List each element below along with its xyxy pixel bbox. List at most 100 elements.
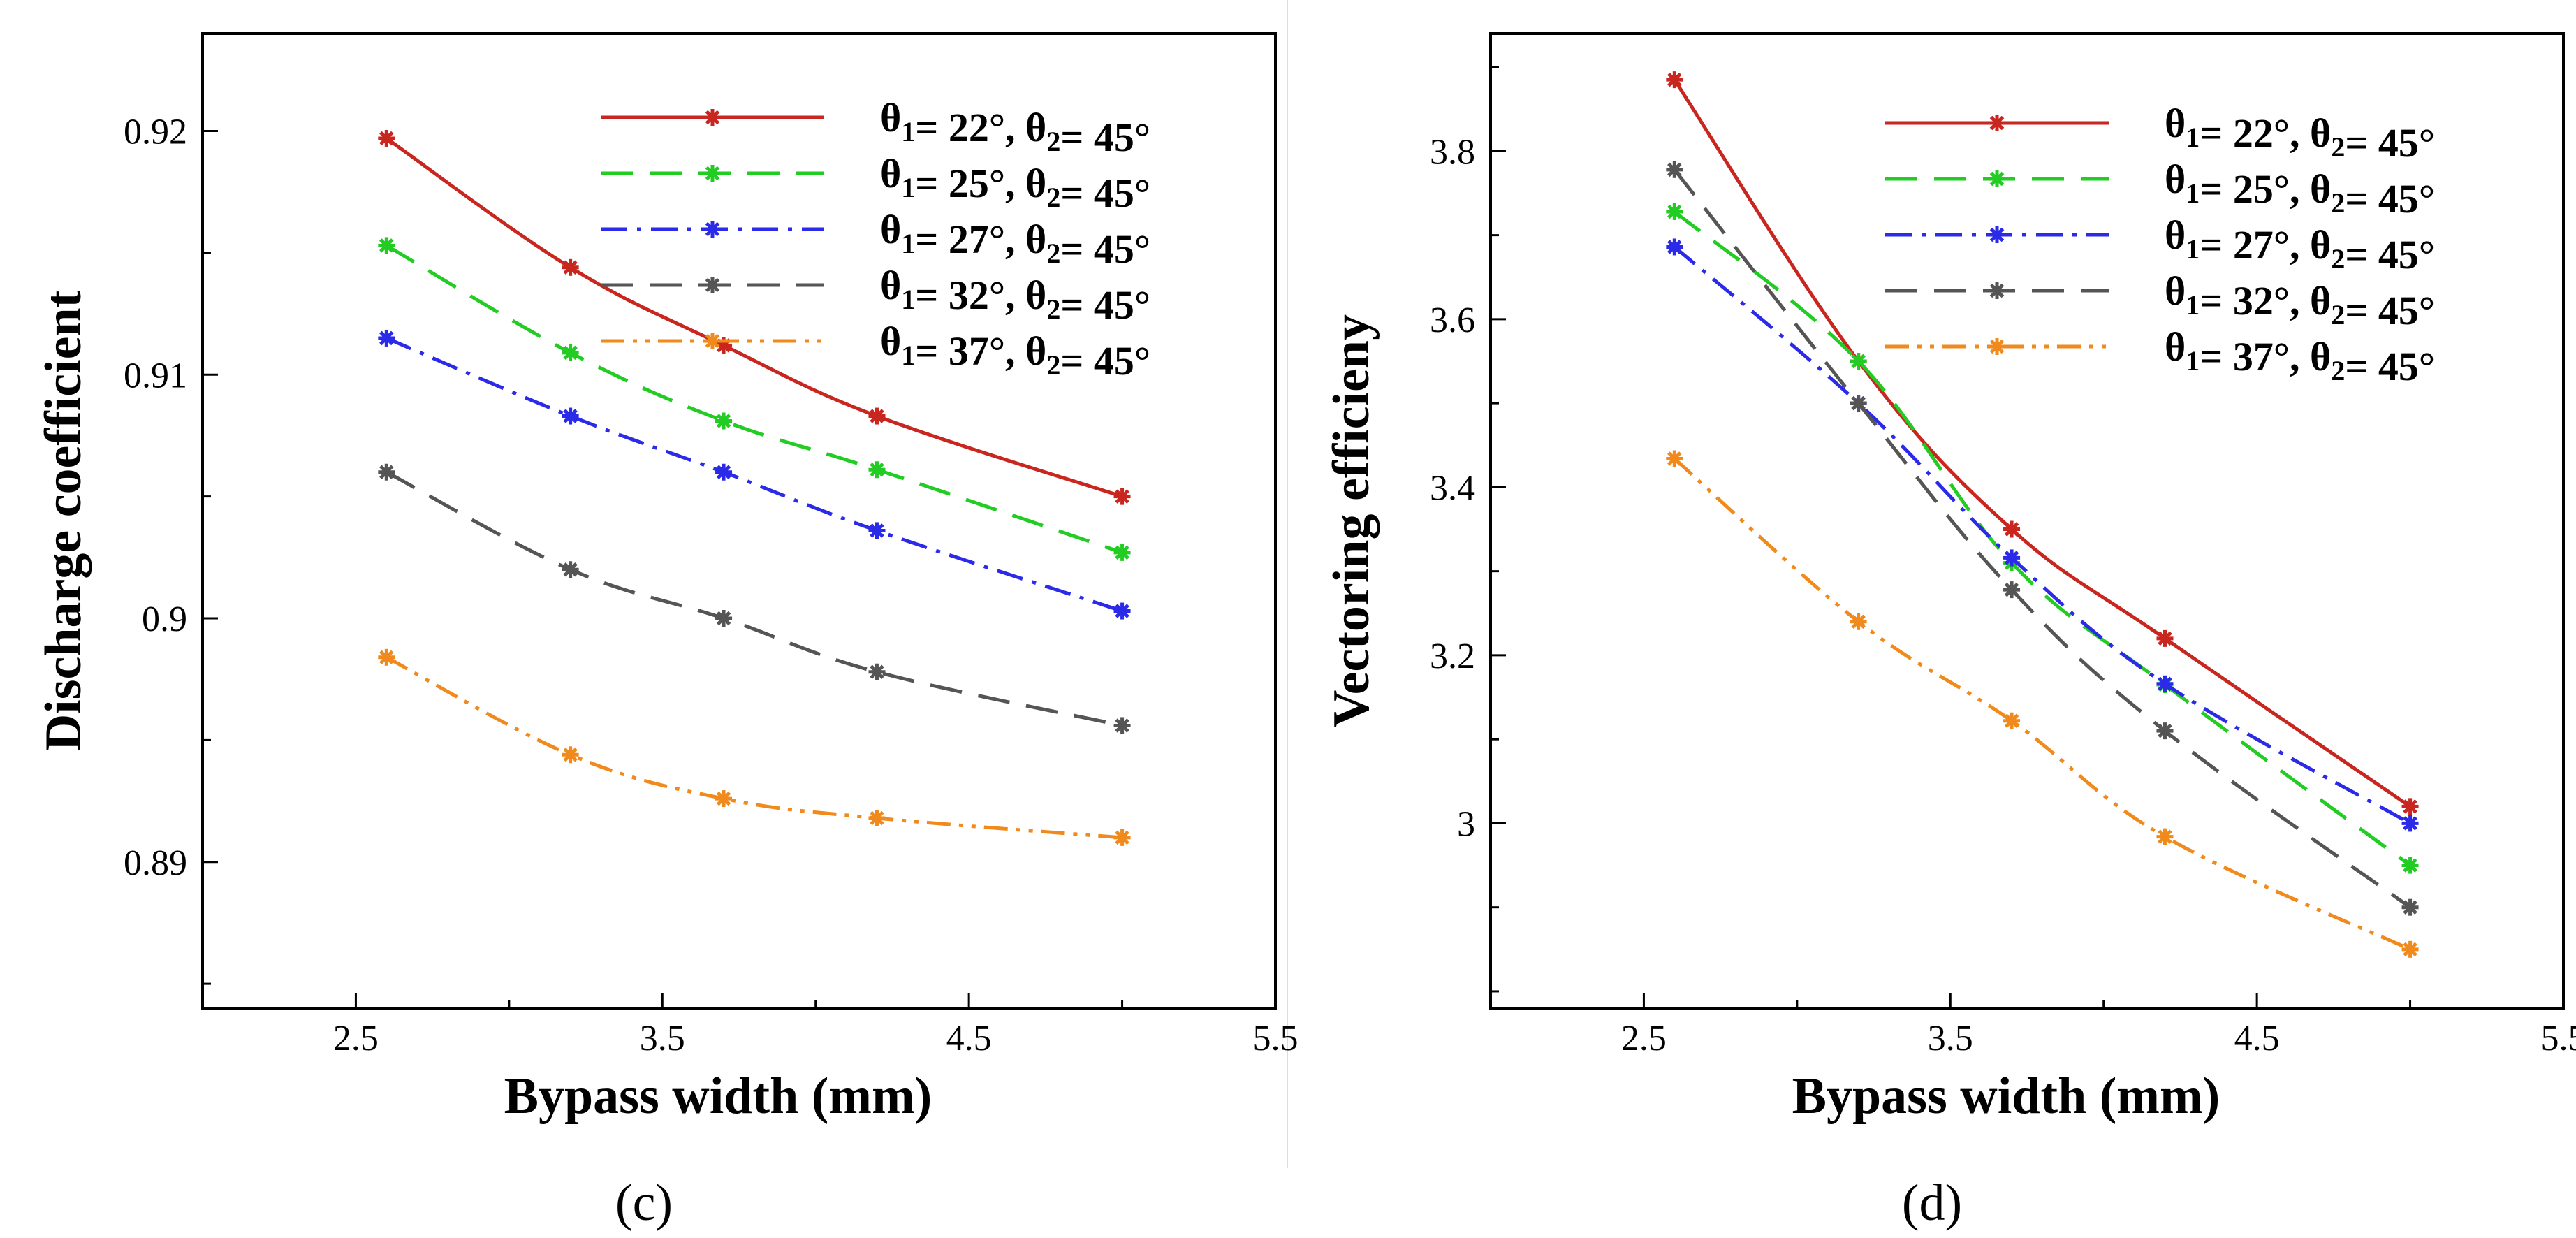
data-point-marker [1666, 238, 1683, 256]
series-theta1-25 [378, 237, 1131, 561]
data-point-marker [378, 329, 395, 347]
data-point-marker [1666, 450, 1683, 467]
data-point-marker [378, 129, 395, 147]
x-tick-label: 4.5 [946, 1019, 992, 1058]
legend-marker [704, 165, 721, 182]
legend-entry: θ1= 25°, θ2= 45° [601, 151, 1150, 216]
legend-label: θ1= 32°, θ2= 45° [880, 263, 1150, 328]
legend-label: θ1= 37°, θ2= 45° [2165, 324, 2435, 389]
data-point-marker [562, 561, 579, 578]
series-line [386, 244, 1123, 555]
legend-marker [704, 277, 721, 293]
data-point-marker [1666, 71, 1683, 89]
legend-entry: θ1= 37°, θ2= 45° [1885, 324, 2435, 389]
x-axis-title: Bypass width (mm) [504, 1068, 932, 1125]
data-point-marker [2156, 629, 2174, 647]
panel-label-d: (d) [1901, 1174, 1963, 1232]
data-point-marker [868, 663, 886, 680]
legend-entry: θ1= 22°, θ2= 45° [601, 95, 1150, 160]
legend-entry: θ1= 32°, θ2= 45° [1885, 268, 2435, 333]
y-tick-label: 3.2 [1430, 636, 1475, 676]
data-point-marker [1113, 829, 1131, 846]
data-point-marker [868, 407, 886, 425]
vectoring-efficiency-chart: 2.5 3.5 4.5 5.5 3 3.2 3.4 3.6 3.8 Bypass width (m… [1323, 32, 2576, 1125]
legend-label: θ1= 27°, θ2= 45° [2165, 212, 2435, 277]
data-point-marker [2156, 722, 2174, 740]
data-point-marker [2156, 675, 2174, 692]
chart-frame-d: 2.5 3.5 4.5 5.5 3 3.2 3.4 3.6 3.8 Bypass width (m… [1288, 0, 2576, 1168]
data-point-marker [2401, 898, 2419, 916]
legend-marker [1989, 338, 2005, 355]
legend-entry: θ1= 22°, θ2= 45° [1885, 101, 2435, 166]
data-point-marker [2003, 549, 2021, 567]
legend-marker [1989, 282, 2005, 299]
data-point-marker [2401, 798, 2419, 815]
legend-label: θ1= 22°, θ2= 45° [2165, 101, 2435, 166]
legend: θ1= 22°, θ2= 45°θ1= 25°, θ2= 45°θ1= 27°,… [1885, 101, 2435, 389]
y-tick-label: 0.89 [124, 843, 187, 883]
legend-label: θ1= 25°, θ2= 45° [2165, 156, 2435, 221]
data-point-marker [378, 463, 395, 481]
data-point-marker [715, 790, 733, 808]
legend-entry: θ1= 37°, θ2= 45° [601, 319, 1150, 384]
data-point-marker [1113, 488, 1131, 505]
series-theta1-32 [1666, 161, 2419, 916]
data-point-marker [1113, 544, 1131, 561]
legend-label: θ1= 27°, θ2= 45° [880, 207, 1150, 272]
data-point-marker [2401, 940, 2419, 958]
legend-entry: θ1= 25°, θ2= 45° [1885, 156, 2435, 221]
data-point-marker [868, 522, 886, 539]
x-tick-label: 2.5 [333, 1019, 379, 1058]
legend-label: θ1= 22°, θ2= 45° [880, 95, 1150, 160]
legend-entry: θ1= 27°, θ2= 45° [1885, 212, 2435, 277]
x-tick-label: 4.5 [2234, 1019, 2280, 1058]
data-point-marker [562, 746, 579, 764]
legend-marker [704, 333, 721, 349]
data-point-marker [2003, 581, 2021, 599]
data-point-marker [715, 412, 733, 430]
data-point-marker [1850, 395, 1867, 412]
series-theta1-37 [1666, 450, 2419, 958]
series-line [386, 470, 1123, 727]
data-point-marker [868, 809, 886, 826]
chart-frame-c: 2.5 3.5 4.5 5.5 0.89 0.9 0.91 0.92 Bypass width … [0, 0, 1298, 1168]
series-line [386, 336, 1123, 613]
x-tick-label: 2.5 [1621, 1019, 1667, 1058]
legend-entry: θ1= 32°, θ2= 45° [601, 263, 1150, 328]
y-tick-label: 0.92 [124, 112, 187, 152]
legend-marker [1989, 170, 2005, 187]
y-tick-label: 0.91 [124, 356, 187, 395]
legend-marker [1989, 226, 2005, 243]
x-tick-label: 3.5 [640, 1019, 685, 1058]
data-point-marker [2401, 857, 2419, 874]
data-point-marker [715, 610, 733, 627]
discharge-coefficient-chart: 2.5 3.5 4.5 5.5 0.89 0.9 0.91 0.92 Bypass width … [35, 32, 1298, 1125]
data-point-marker [715, 463, 733, 481]
y-tick-label: 0.9 [142, 599, 187, 639]
panel-label-c: (c) [615, 1174, 673, 1232]
series-theta1-27 [378, 329, 1131, 620]
legend-label: θ1= 32°, θ2= 45° [2165, 268, 2435, 333]
legend: θ1= 22°, θ2= 45°θ1= 25°, θ2= 45°θ1= 27°,… [601, 95, 1150, 384]
data-point-marker [378, 648, 395, 666]
data-point-marker [1850, 353, 1867, 370]
legend-marker [704, 221, 721, 238]
y-axis-title: Vectoring efficieny [1323, 314, 1380, 727]
series-line [1673, 457, 2411, 952]
data-point-marker [1850, 613, 1867, 630]
chart-panel-d: 2.5 3.5 4.5 5.5 3 3.2 3.4 3.6 3.8 Bypass width (m… [1288, 0, 2576, 1238]
legend-marker [1989, 115, 2005, 131]
series-theta1-32 [378, 463, 1131, 734]
data-point-marker [868, 461, 886, 479]
plot-frame [1489, 32, 2565, 1010]
x-axis-title: Bypass width (mm) [1792, 1068, 2220, 1125]
data-point-marker [1113, 717, 1131, 734]
data-point-marker [562, 258, 579, 276]
series-line [386, 655, 1122, 840]
data-point-marker [2156, 828, 2174, 845]
y-tick-label: 3.6 [1430, 300, 1475, 340]
data-point-marker [562, 407, 579, 425]
y-tick-label: 3 [1457, 804, 1475, 844]
legend-label: θ1= 37°, θ2= 45° [880, 319, 1150, 384]
y-tick-label: 3.4 [1430, 468, 1475, 508]
